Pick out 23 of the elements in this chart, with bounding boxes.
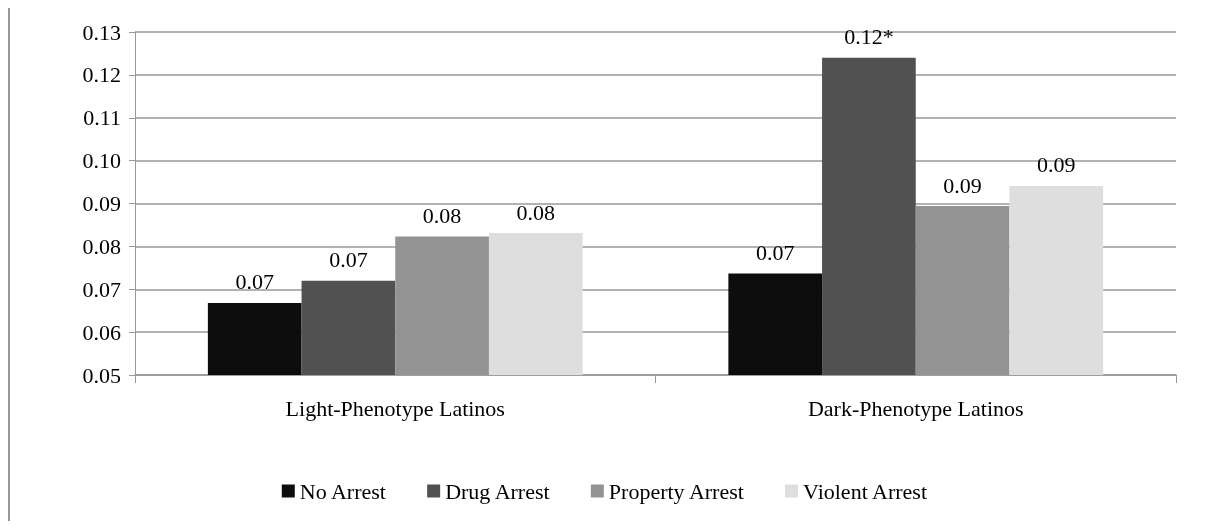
- legend-label: Drug Arrest: [445, 478, 550, 504]
- y-tick-label: 0.06: [82, 319, 121, 345]
- data-label: 0.07: [235, 269, 274, 295]
- y-tick-label: 0.05: [82, 362, 121, 388]
- data-label: 0.12*: [844, 24, 894, 50]
- y-tick-label: 0.09: [82, 191, 121, 216]
- data-label: 0.08: [422, 203, 462, 229]
- x-tick-label: Light-Phenotype Latinos: [285, 395, 505, 421]
- y-tick-label: 0.12: [82, 62, 121, 88]
- data-label: 0.07: [329, 247, 368, 273]
- legend-label: Property Arrest: [608, 478, 744, 504]
- legend-label: Violent Arrest: [803, 478, 928, 504]
- data-label: 0.09: [1037, 152, 1076, 178]
- data-label: 0.07: [755, 239, 795, 265]
- y-tick-label: 0.07: [82, 276, 121, 302]
- data-label: 0.09: [943, 172, 982, 198]
- x-tick-label: Dark-Phenotype Latinos: [807, 395, 1024, 421]
- y-tick-label: 0.10: [82, 148, 121, 174]
- data-label: 0.08: [516, 199, 556, 225]
- y-tick-label: 0.08: [82, 233, 121, 259]
- legend-label: No Arrest: [299, 478, 386, 504]
- y-tick-label: 0.11: [83, 105, 121, 131]
- y-tick-label: 0.13: [82, 19, 121, 45]
